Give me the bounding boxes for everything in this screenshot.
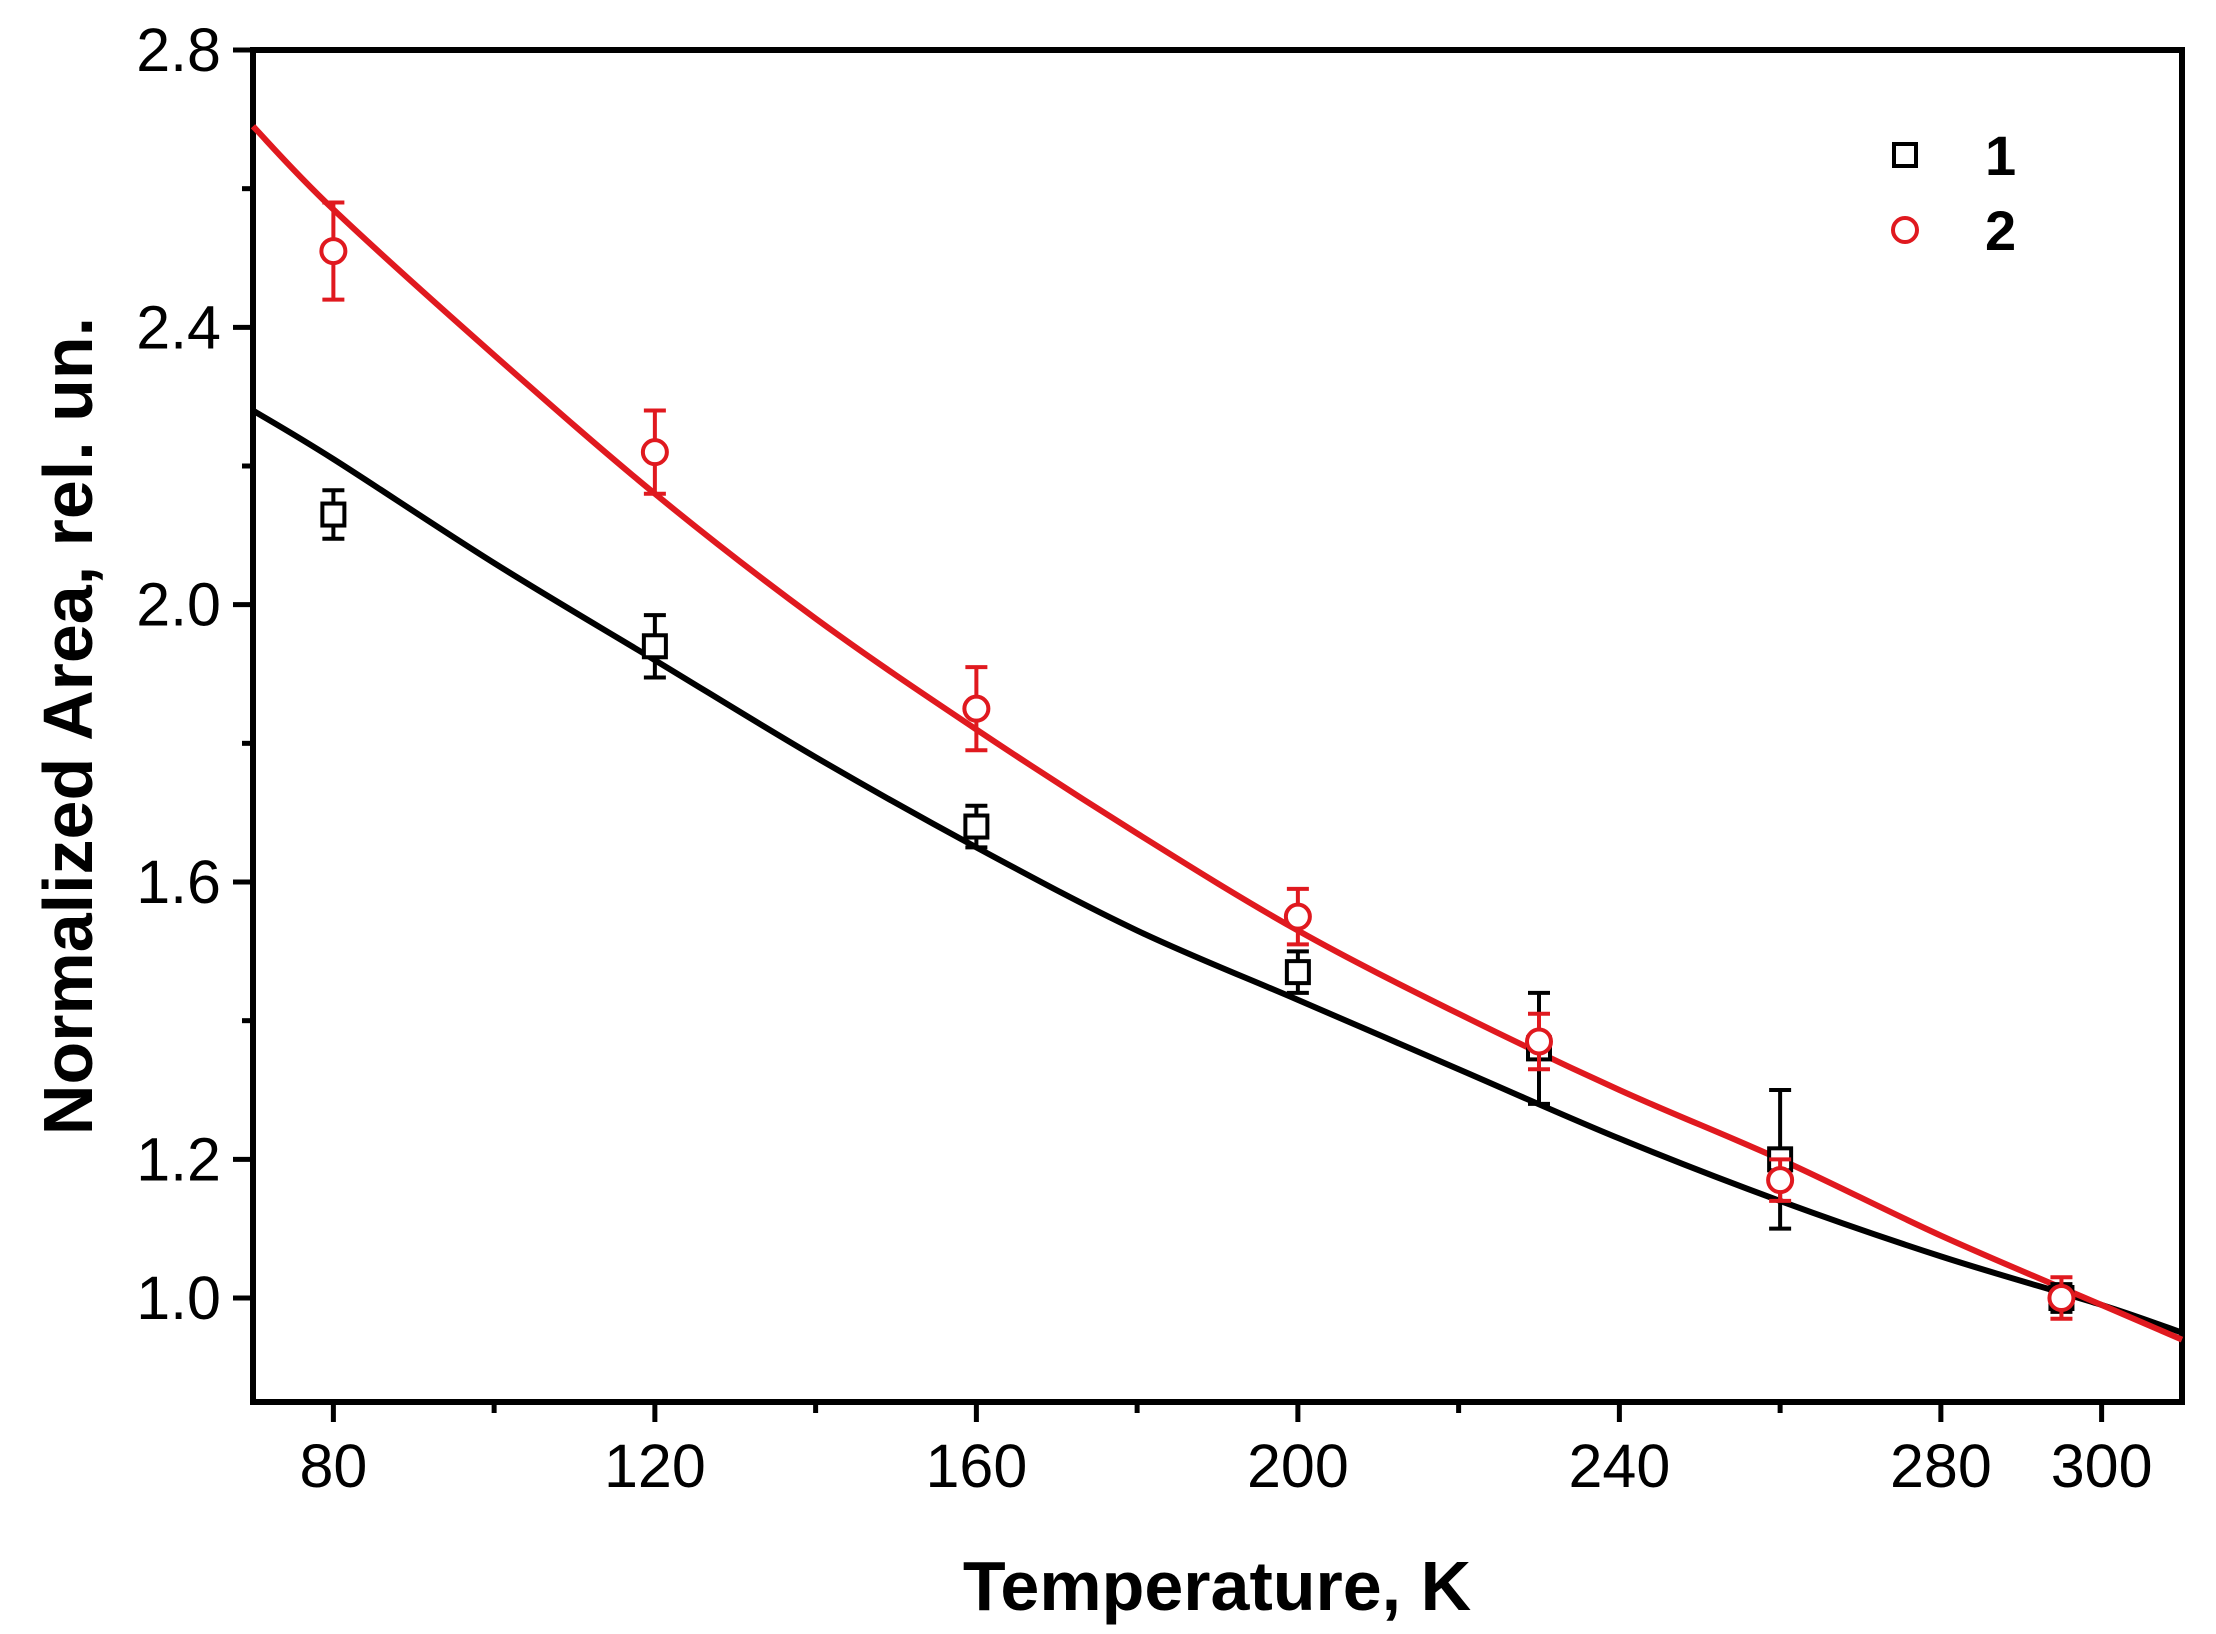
data-point-series-1	[963, 813, 990, 840]
data-point-series-2	[1525, 1027, 1553, 1056]
y-tick-label: 1.6	[136, 848, 221, 916]
legend-label-series-2: 2	[1985, 199, 2016, 262]
x-tick-label: 280	[1890, 1432, 1992, 1500]
data-point-series-1	[1284, 959, 1311, 986]
y-axis-title: Normalized Area, rel. un.	[29, 317, 107, 1135]
legend: 12	[1891, 124, 2016, 262]
data-point-series-2	[962, 694, 991, 723]
data-point-series-1	[641, 633, 668, 660]
fit-lines	[250, 124, 2184, 1343]
y-tick-label: 2.4	[136, 293, 221, 361]
y-tick-label: 2.0	[136, 571, 221, 639]
data-point-series-1	[320, 501, 347, 528]
x-tick-label: 160	[925, 1432, 1027, 1500]
y-tick-label: 1.0	[136, 1264, 221, 1332]
data-point-series-2	[1283, 902, 1312, 931]
y-tick-label: 2.8	[136, 16, 221, 84]
fit-line-series-1	[251, 407, 2183, 1336]
x-tick-label: 300	[2051, 1432, 2153, 1500]
legend-marker-series-1	[1892, 142, 1918, 168]
x-tick-label: 240	[1568, 1432, 1670, 1500]
data-points	[319, 200, 2076, 1321]
legend-marker-series-2	[1891, 216, 1919, 244]
fit-line-series-2	[250, 124, 2184, 1343]
x-tick-label: 120	[604, 1432, 706, 1500]
data-point-series-2	[640, 438, 669, 467]
axis-ticks	[233, 47, 2105, 1422]
tick-labels: 80 120 160 200 240 280 300 1.0 1.2 1.6 2.0 2.4 2.8	[136, 16, 2152, 1500]
data-point-series-2	[2047, 1284, 2076, 1312]
legend-label-series-1: 1	[1985, 124, 2016, 187]
data-point-series-2	[319, 237, 348, 266]
x-axis-title: Temperature, K	[963, 1547, 1471, 1625]
plot-frame	[250, 47, 2185, 1405]
x-tick-label: 80	[299, 1432, 367, 1500]
x-tick-label: 200	[1247, 1432, 1349, 1500]
data-point-series-2	[1766, 1166, 1795, 1195]
y-tick-label: 1.2	[136, 1125, 221, 1193]
